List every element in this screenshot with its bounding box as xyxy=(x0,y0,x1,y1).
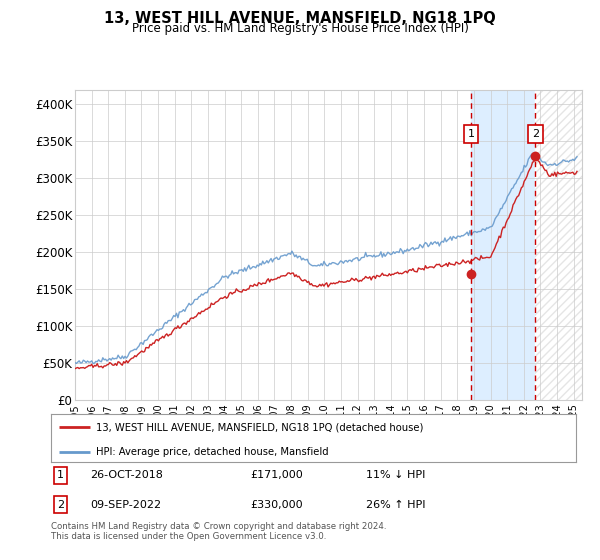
Bar xyxy=(471,90,535,400)
Text: Contains HM Land Registry data © Crown copyright and database right 2024.
This d: Contains HM Land Registry data © Crown c… xyxy=(51,522,386,542)
Text: 1: 1 xyxy=(467,129,475,139)
Text: 26% ↑ HPI: 26% ↑ HPI xyxy=(366,500,425,510)
Text: 11% ↓ HPI: 11% ↓ HPI xyxy=(366,470,425,480)
Text: £171,000: £171,000 xyxy=(251,470,303,480)
Text: 09-SEP-2022: 09-SEP-2022 xyxy=(91,500,161,510)
Text: 2: 2 xyxy=(57,500,64,510)
Text: £330,000: £330,000 xyxy=(251,500,303,510)
Text: 26-OCT-2018: 26-OCT-2018 xyxy=(91,470,163,480)
Text: 1: 1 xyxy=(57,470,64,480)
Text: 13, WEST HILL AVENUE, MANSFIELD, NG18 1PQ: 13, WEST HILL AVENUE, MANSFIELD, NG18 1P… xyxy=(104,11,496,26)
Text: Price paid vs. HM Land Registry's House Price Index (HPI): Price paid vs. HM Land Registry's House … xyxy=(131,22,469,35)
Text: 2: 2 xyxy=(532,129,539,139)
Text: 13, WEST HILL AVENUE, MANSFIELD, NG18 1PQ (detached house): 13, WEST HILL AVENUE, MANSFIELD, NG18 1P… xyxy=(95,422,423,432)
Bar xyxy=(535,90,582,400)
Text: HPI: Average price, detached house, Mansfield: HPI: Average price, detached house, Mans… xyxy=(95,446,328,456)
